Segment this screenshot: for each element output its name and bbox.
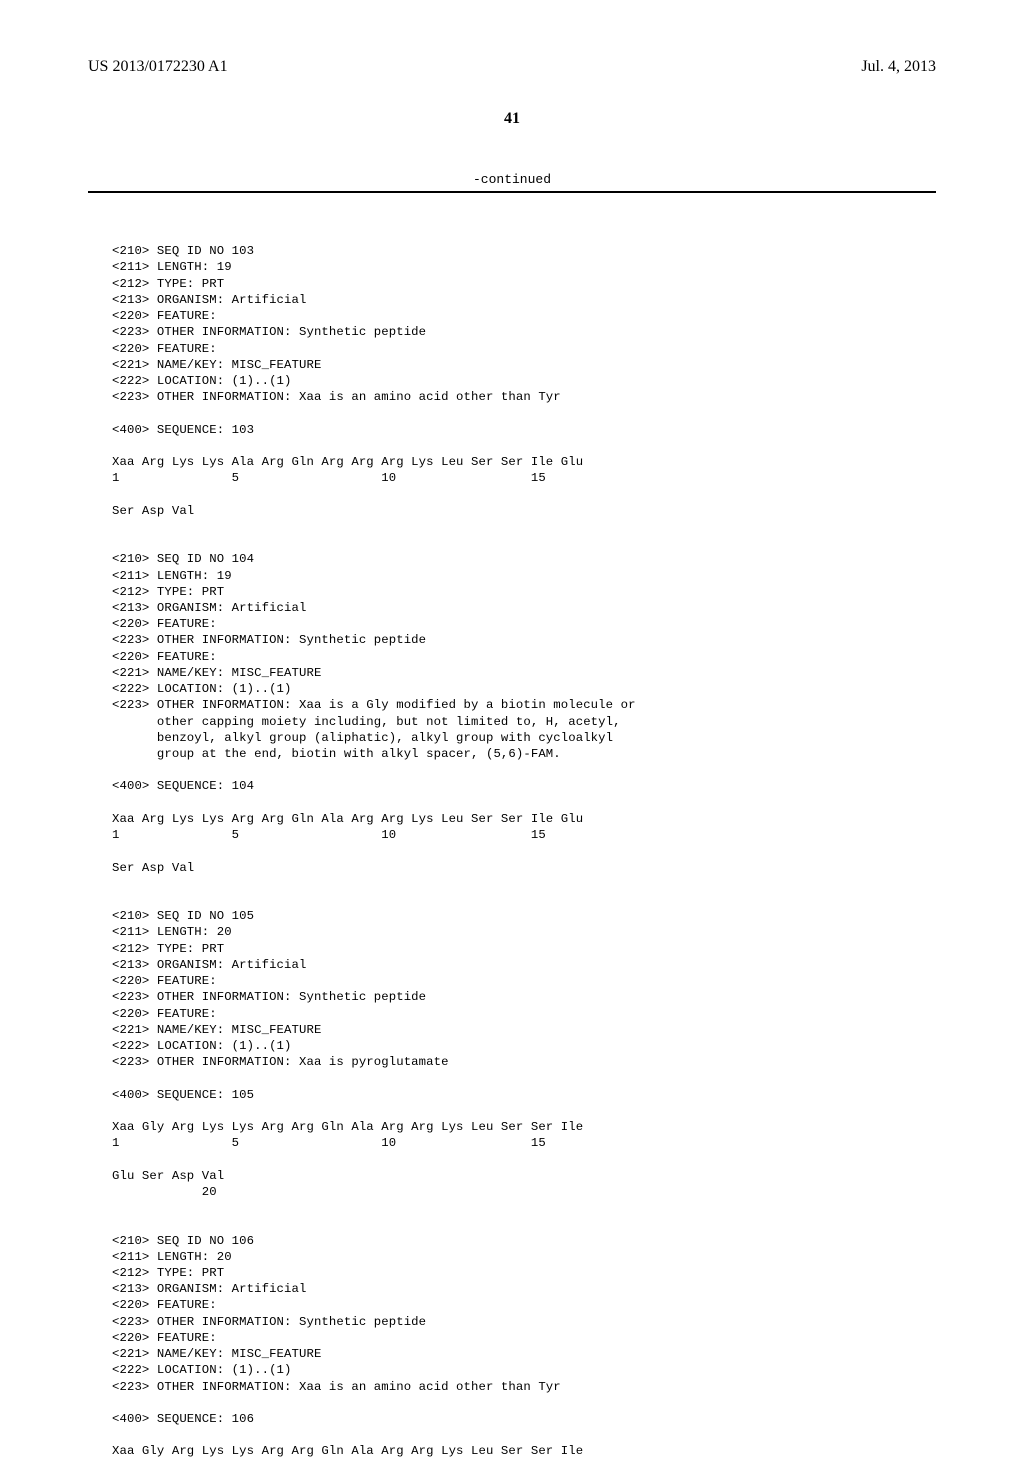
seq-105-nums1: 1 5 10 15 (112, 1136, 546, 1150)
seq-106-header: <210> SEQ ID NO 106 <211> LENGTH: 20 <21… (112, 1234, 561, 1426)
seq-104-line2: Ser Asp Val (112, 861, 194, 875)
seq-103-line1: Xaa Arg Lys Lys Ala Arg Gln Arg Arg Arg … (112, 455, 583, 469)
seq-105-header: <210> SEQ ID NO 105 <211> LENGTH: 20 <21… (112, 909, 449, 1101)
seq-103-nums1: 1 5 10 15 (112, 471, 546, 485)
seq-105-nums2: 20 (112, 1185, 217, 1199)
continued-label: -continued (88, 172, 936, 187)
patent-page: US 2013/0172230 A1 Jul. 4, 2013 41 -cont… (0, 0, 1024, 1320)
seq-103-line2: Ser Asp Val (112, 504, 194, 518)
seq-106-line1: Xaa Gly Arg Lys Lys Arg Arg Gln Ala Arg … (112, 1444, 583, 1458)
publication-number: US 2013/0172230 A1 (88, 58, 228, 76)
publication-date: Jul. 4, 2013 (861, 58, 936, 76)
seq-105-line2: Glu Ser Asp Val (112, 1169, 224, 1183)
seq-104-nums1: 1 5 10 15 (112, 828, 546, 842)
seq-103-header: <210> SEQ ID NO 103 <211> LENGTH: 19 <21… (112, 244, 561, 436)
seq-104-header: <210> SEQ ID NO 104 <211> LENGTH: 19 <21… (112, 552, 636, 793)
seq-104-line1: Xaa Arg Lys Lys Arg Arg Gln Ala Arg Arg … (112, 812, 583, 826)
page-number: 41 (88, 110, 936, 128)
horizontal-rule (88, 191, 936, 193)
page-header: US 2013/0172230 A1 Jul. 4, 2013 (88, 58, 936, 76)
sequence-listing: <210> SEQ ID NO 103 <211> LENGTH: 19 <21… (88, 227, 936, 1460)
seq-105-line1: Xaa Gly Arg Lys Lys Arg Arg Gln Ala Arg … (112, 1120, 583, 1134)
